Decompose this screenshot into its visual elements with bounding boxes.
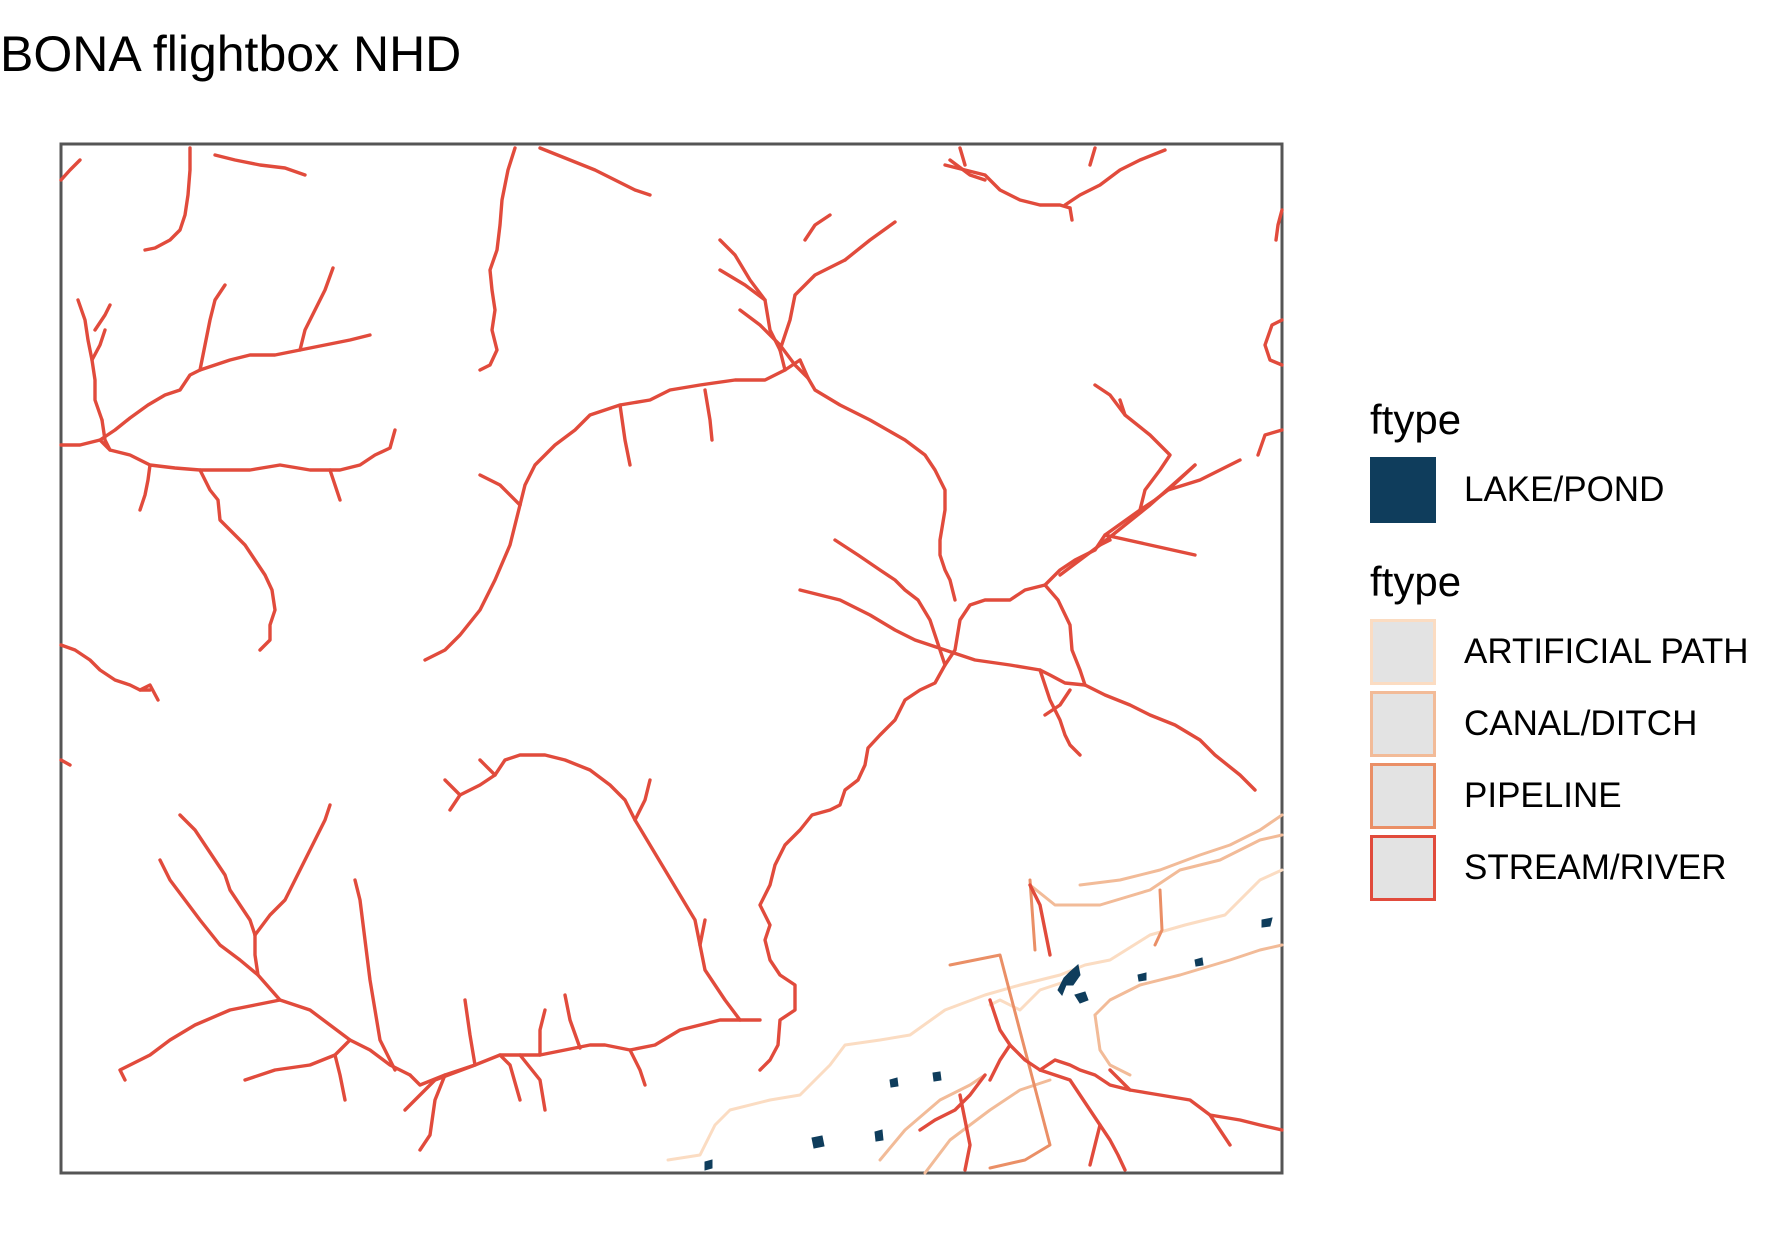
legend-title: ftype [1370, 396, 1462, 443]
artificial-path-lines [666, 868, 1284, 1162]
lake-pond-polygons [704, 917, 1273, 1171]
legend-title: ftype [1370, 558, 1462, 605]
legend-label: CANAL/DITCH [1464, 704, 1698, 743]
legend-item-artificial-path: ARTIFICIAL PATH [1370, 619, 1770, 691]
legend-item-canal-ditch: CANAL/DITCH [1370, 691, 1770, 763]
legend-swatch-canal-ditch [1370, 691, 1436, 757]
legend-swatch-stream-river [1370, 835, 1436, 901]
legend-swatch-artificial-path [1370, 619, 1436, 685]
legend-label: STREAM/RIVER [1464, 848, 1727, 887]
map-title: BONA flightbox NHD [0, 26, 462, 82]
legend-item-stream-river: STREAM/RIVER [1370, 835, 1770, 907]
legend-label: LAKE/POND [1464, 470, 1665, 509]
legend-group-flowline: ftype ARTIFICIAL PATH CANAL/DITCH PIPELI… [1370, 557, 1770, 907]
stream-river-lines [59, 146, 1284, 1172]
legend-group-lake: ftype LAKE/POND [1370, 395, 1770, 529]
legend-item-lake-pond: LAKE/POND [1370, 457, 1770, 529]
legend-swatch-pipeline [1370, 763, 1436, 829]
legend-label: PIPELINE [1464, 776, 1622, 815]
legend: ftype LAKE/POND ftype ARTIFICIAL PATH CA… [1370, 395, 1770, 907]
pipeline-lines [948, 878, 1164, 1170]
legend-label: ARTIFICIAL PATH [1464, 632, 1749, 671]
map-frame [59, 142, 1284, 1175]
legend-item-pipeline: PIPELINE [1370, 763, 1770, 835]
canal-ditch-lines [878, 813, 1284, 1175]
legend-swatch-lake-pond [1370, 457, 1436, 523]
